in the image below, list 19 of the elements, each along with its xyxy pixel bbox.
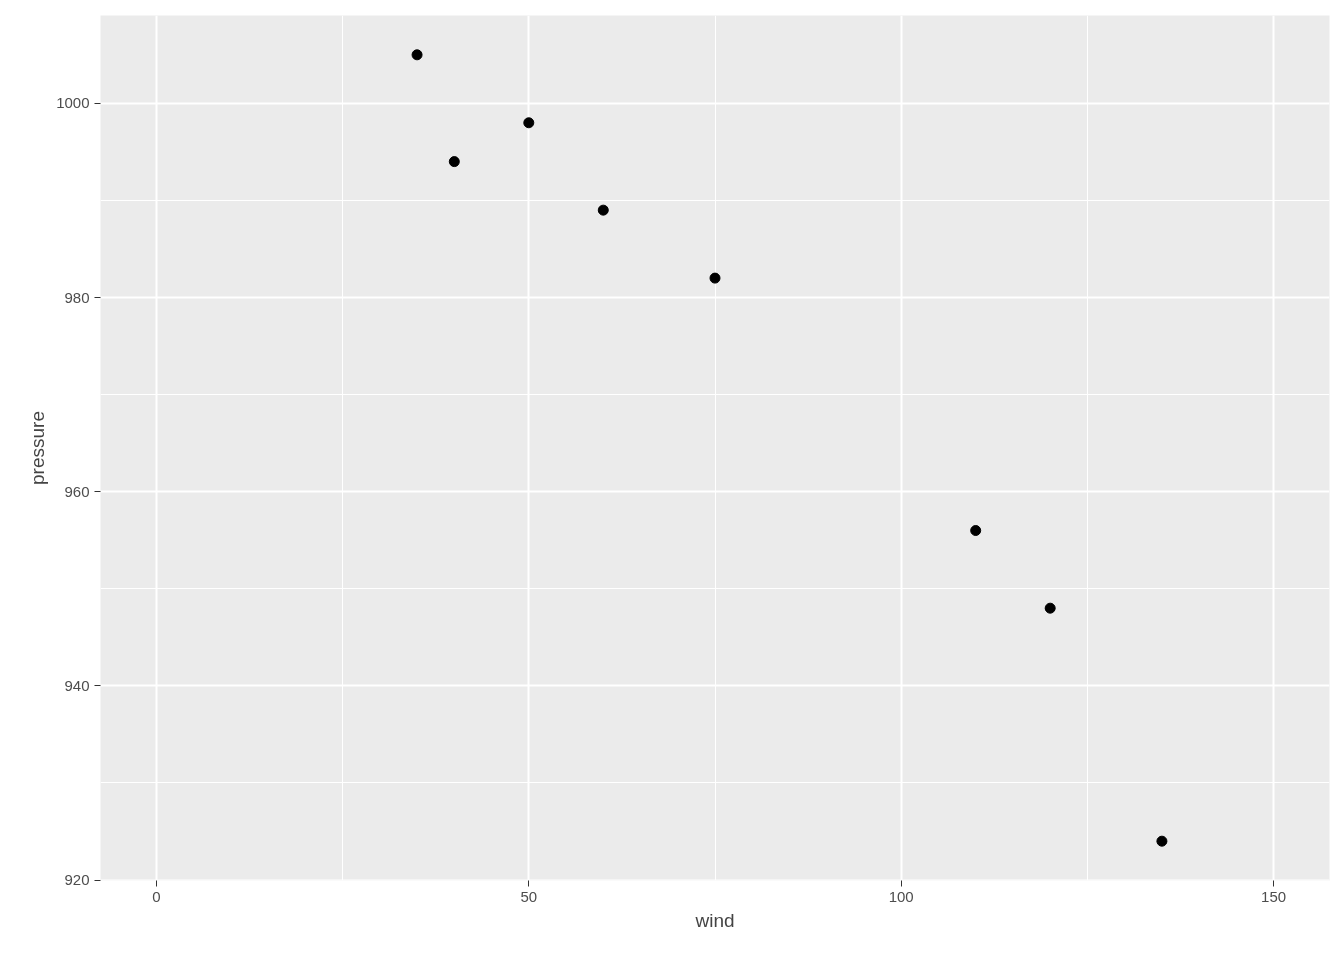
x-tick-label: 0 bbox=[152, 887, 161, 905]
y-axis-title: pressure bbox=[27, 411, 49, 485]
y-tick-label: 940 bbox=[64, 676, 90, 694]
y-tick-label: 920 bbox=[64, 871, 90, 889]
x-tick-label: 100 bbox=[888, 887, 914, 905]
x-tick-label: 150 bbox=[1261, 887, 1287, 905]
point bbox=[970, 525, 982, 537]
y-tick-label: 1000 bbox=[56, 94, 90, 112]
point bbox=[523, 117, 535, 129]
x-axis-title: wind bbox=[694, 909, 735, 931]
point bbox=[709, 272, 721, 284]
x-tick-label: 50 bbox=[520, 887, 538, 905]
y-tick-label: 960 bbox=[64, 482, 90, 500]
point bbox=[1156, 835, 1168, 847]
point bbox=[448, 156, 460, 168]
point bbox=[411, 49, 423, 61]
point bbox=[1044, 602, 1056, 614]
point bbox=[597, 204, 609, 216]
y-tick-label: 980 bbox=[64, 288, 90, 306]
